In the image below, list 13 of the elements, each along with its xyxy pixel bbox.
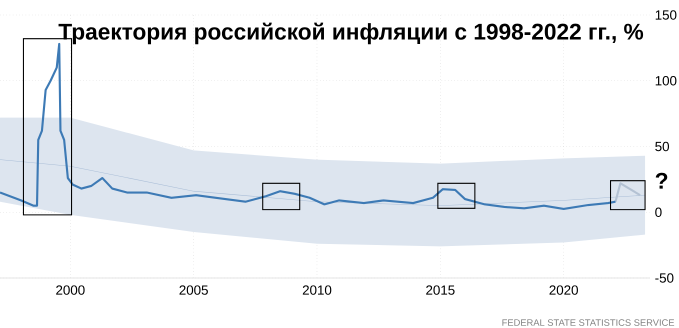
x-tick-label: 2000: [56, 285, 85, 295]
y-tick-label: 50: [655, 142, 670, 152]
y-tick-label: 100: [656, 76, 676, 86]
x-tick-label: 2020: [550, 285, 578, 295]
chart-title: Траектория российской инфляции с 1998-2022 гг., %: [58, 22, 644, 44]
y-tick-label: 0: [655, 208, 662, 217]
text: ?: [656, 172, 668, 189]
y-tick-label: 150: [656, 10, 676, 20]
x-tick-label: 2005: [179, 285, 208, 295]
x-tick-label: 2010: [302, 285, 332, 295]
text: FEDERAL STATE STATISTICS SERVICE: [502, 319, 674, 326]
x-tick-label: 2015: [426, 285, 455, 295]
y-tick-label: -50: [655, 273, 674, 283]
